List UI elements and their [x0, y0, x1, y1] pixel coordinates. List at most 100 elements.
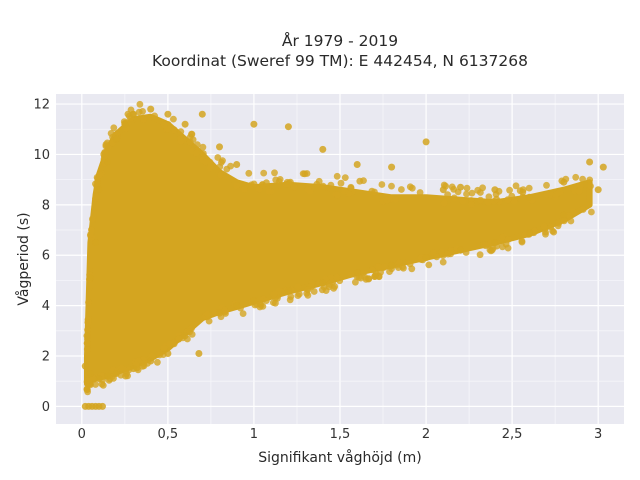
scatter-point — [218, 159, 225, 166]
scatter-point — [459, 198, 467, 205]
scatter-point — [164, 110, 172, 118]
scatter-point — [542, 230, 549, 238]
scatter-point — [422, 254, 430, 262]
scatter-point — [560, 211, 568, 219]
scatter-point — [543, 191, 551, 198]
scatter-point — [463, 190, 470, 198]
scatter-point — [416, 189, 424, 196]
scatter-point — [371, 188, 378, 196]
scatter-point — [110, 124, 118, 132]
scatter-point — [227, 162, 235, 170]
scatter-point — [378, 181, 386, 188]
scatter-point — [333, 172, 341, 180]
scatter-point — [304, 291, 312, 299]
scatter-point — [284, 287, 292, 294]
scatter-point — [468, 189, 476, 197]
scatter-point — [104, 372, 112, 380]
scatter-point — [156, 351, 164, 359]
scatter-point — [181, 332, 189, 340]
scatter-point — [518, 238, 526, 246]
scatter-point — [250, 120, 258, 128]
scatter-point — [353, 161, 361, 168]
scatter-point — [319, 145, 327, 153]
scatter-point — [485, 193, 493, 201]
chart-title-line-2: Koordinat (Sweref 99 TM): E 442454, N 61… — [152, 52, 528, 70]
scatter-point — [327, 181, 335, 189]
scatter-point — [89, 215, 96, 223]
scatter-point — [233, 302, 241, 310]
scatter-point — [599, 163, 607, 171]
scatter-point — [341, 188, 348, 195]
scatter-point — [260, 169, 268, 177]
scatter-point — [118, 364, 125, 372]
scatter-point — [512, 182, 520, 190]
scatter-point — [263, 179, 270, 187]
scatter-point — [579, 175, 586, 183]
scatter-point — [498, 234, 506, 242]
scatter-point — [333, 273, 341, 281]
scatter-point — [477, 196, 484, 204]
scatter-point — [438, 248, 445, 256]
scatter-point — [540, 222, 548, 230]
scatter-point — [491, 239, 499, 247]
scatter-point — [531, 227, 538, 235]
scatter-point — [371, 273, 378, 280]
scatter-point — [101, 149, 109, 157]
scatter-point — [130, 365, 137, 373]
scatter-point — [334, 191, 341, 199]
scatter-point — [457, 246, 464, 254]
scatter-point — [560, 217, 568, 225]
scatter-point — [569, 208, 577, 215]
scatter-point — [217, 171, 224, 179]
scatter-point — [422, 138, 430, 146]
scatter-point — [519, 193, 527, 201]
scatter-point — [294, 283, 302, 291]
scatter-point — [177, 128, 185, 136]
scatter-point — [250, 180, 258, 188]
scatter-point — [439, 258, 447, 266]
scatter-point — [587, 182, 594, 190]
scatter-point — [284, 123, 292, 131]
scatter-point — [575, 187, 583, 195]
scatter-point — [386, 268, 393, 275]
scatter-point — [84, 388, 91, 396]
scatter-point — [151, 112, 159, 120]
scatter-point — [408, 265, 416, 273]
scatter-point — [508, 192, 516, 200]
scatter-point — [326, 280, 333, 288]
scatter-point — [506, 186, 513, 194]
scatter-point — [83, 339, 91, 347]
scatter-point — [493, 195, 500, 203]
x-tick-label: 0,5 — [158, 427, 179, 442]
scatter-point — [200, 150, 207, 157]
scatter-point — [433, 253, 441, 261]
scatter-point — [488, 246, 496, 254]
scatter-point — [586, 158, 594, 166]
scatter-point — [84, 319, 92, 326]
scatter-point — [361, 273, 369, 281]
scatter-point — [519, 186, 527, 194]
scatter-point — [388, 182, 395, 190]
scatter-point — [383, 196, 391, 204]
scatter-points — [81, 100, 607, 410]
scatter-point — [352, 278, 359, 286]
scatter-point — [186, 138, 194, 146]
x-tick-label: 3 — [594, 427, 602, 442]
scatter-point — [375, 263, 382, 271]
scatter-point — [286, 296, 294, 304]
scatter-point — [160, 344, 168, 352]
scatter-point — [170, 115, 177, 123]
scatter-point — [547, 223, 555, 231]
scatter-point — [499, 243, 506, 251]
y-tick-label: 0 — [42, 400, 50, 415]
scatter-point — [92, 239, 100, 247]
scatter-point — [140, 116, 147, 123]
scatter-point — [124, 372, 131, 380]
scatter-point — [206, 158, 214, 166]
y-tick-label: 6 — [42, 249, 50, 264]
y-tick-label: 2 — [42, 349, 50, 364]
scatter-point — [347, 183, 355, 191]
scatter-point — [572, 173, 580, 181]
scatter-point — [112, 135, 120, 143]
scatter-point — [439, 186, 447, 194]
